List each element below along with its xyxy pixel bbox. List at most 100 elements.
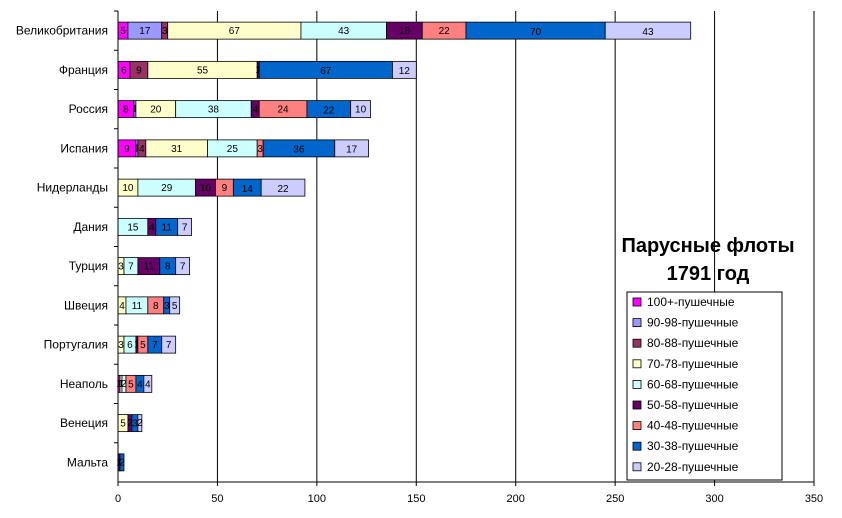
bar-value-label: 10 xyxy=(200,183,212,194)
bar-value-label: 7 xyxy=(182,222,188,233)
legend-entry: 100+-пушечные xyxy=(647,295,735,309)
legend-swatch xyxy=(632,421,642,431)
legend: 100+-пушечные 90-98-пушечные 80-88-пушечны… xyxy=(626,291,783,481)
bar-value-label: 43 xyxy=(642,27,654,38)
bar-value-label: 4 xyxy=(119,301,125,312)
category-labels: Великобритания Франция Россия Испания Нидерл… xyxy=(16,24,108,470)
chart-title: Парусные флоты 1791 год xyxy=(621,235,794,285)
category-label: Россия xyxy=(69,102,108,116)
bar-value-label: 14 xyxy=(242,184,254,195)
bar-segment xyxy=(260,178,306,197)
legend-entry: 20-28-пушечные xyxy=(647,460,739,474)
bar-segment xyxy=(119,453,125,472)
bar-value-label: 3 xyxy=(164,301,170,312)
bar-value-label: 1 xyxy=(118,379,124,390)
bar-value-label: 25 xyxy=(227,144,239,155)
bar-value-label: 1 xyxy=(132,104,138,115)
x-tick-label: 350 xyxy=(805,493,823,505)
bar-value-label: 1 xyxy=(134,143,140,154)
legend-swatch xyxy=(632,338,642,348)
bar-value-label: 5 xyxy=(120,26,126,37)
category-label: Неаполь xyxy=(60,377,108,391)
bar-value-label: 17 xyxy=(139,26,151,37)
category-label: Франция xyxy=(59,63,108,77)
bar-value-label: 10 xyxy=(355,105,367,116)
category-label: Великобритания xyxy=(16,24,108,38)
bar-value-label: 3 xyxy=(257,144,263,155)
bar-value-label: 7 xyxy=(180,262,186,273)
bar-value-label: 3 xyxy=(132,419,138,430)
x-axis: 0 50 100 150 200 250 300 350 xyxy=(114,10,823,505)
bar-value-label: 67 xyxy=(229,26,241,37)
bar-segment xyxy=(350,100,371,119)
bar-value-label: 22 xyxy=(277,184,289,195)
category-label: Швеция xyxy=(64,298,108,312)
bar-value-label: 7 xyxy=(152,340,158,351)
bar-value-label: 24 xyxy=(277,105,289,116)
bar-segment xyxy=(169,296,181,315)
bar-value-label: 4 xyxy=(252,105,258,116)
category-label: Мальта xyxy=(67,455,108,469)
bar-value-label: 1 xyxy=(116,457,122,468)
bar-value-label: 1 xyxy=(134,340,140,351)
legend-entry: 60-68-пушечные xyxy=(647,377,739,391)
x-tick-label: 0 xyxy=(115,493,121,505)
bar-value-label: 9 xyxy=(124,144,130,155)
legend-swatch xyxy=(632,400,642,410)
bar-value-label: 2 xyxy=(127,418,133,429)
bar-value-label: 8 xyxy=(123,105,129,116)
legend-entry: 50-58-пушечные xyxy=(647,398,739,412)
category-label: Нидерланды xyxy=(37,181,108,195)
bar-segment xyxy=(175,257,190,276)
legend-swatch xyxy=(632,379,642,389)
bars: 5 17 3 67 43 18 22 70 436 9 55 1 67 128 1 20 38 4 24 22 109 1… xyxy=(116,21,692,472)
bar-value-label: 9 xyxy=(136,65,142,76)
category-label: Португалия xyxy=(44,338,108,352)
bar-value-label: 5 xyxy=(128,379,134,390)
bar-value-label: 18 xyxy=(399,26,411,37)
bar-value-label: 1 xyxy=(116,379,122,390)
bar-value-label: 22 xyxy=(439,26,451,37)
bar-value-label: 4 xyxy=(149,222,155,233)
bar-value-label: 11 xyxy=(132,301,143,312)
bar-value-label: 31 xyxy=(171,144,183,155)
x-tick-label: 200 xyxy=(507,493,525,505)
bar-value-label: 20 xyxy=(150,105,162,116)
legend-box xyxy=(626,291,783,481)
bar-segment xyxy=(137,414,143,433)
legend-entry: 80-88-пушечные xyxy=(647,336,739,350)
bar-value-label: 2 xyxy=(119,457,125,468)
bar-value-label: 9 xyxy=(222,183,228,194)
bar-value-label: 3 xyxy=(118,340,124,351)
bar-value-label: 70 xyxy=(530,27,542,38)
bar-value-label: 8 xyxy=(165,262,171,273)
bar-value-label: 55 xyxy=(197,65,209,76)
x-tick-label: 50 xyxy=(211,493,223,505)
bar-value-label: 12 xyxy=(399,66,411,77)
bar-value-label: 67 xyxy=(320,66,332,77)
bar-segment xyxy=(392,60,417,79)
x-tick-label: 250 xyxy=(606,493,624,505)
legend-swatch xyxy=(632,462,642,472)
bar-value-label: 3 xyxy=(118,262,124,273)
bar-segment xyxy=(604,21,692,40)
x-tick-label: 150 xyxy=(407,493,425,505)
bar-value-label: 6 xyxy=(121,65,127,76)
legend-swatch xyxy=(632,297,642,307)
bar-value-label: 1 xyxy=(255,65,261,76)
bar-value-label: 5 xyxy=(120,419,126,430)
bar-value-label: 4 xyxy=(145,379,151,390)
bar-segment xyxy=(161,335,177,354)
bar-value-label: 5 xyxy=(172,301,178,312)
bar-value-label: 10 xyxy=(122,183,134,194)
chart-title-line-2: 1791 год xyxy=(667,263,750,285)
bar-value-label: 11 xyxy=(162,222,173,233)
category-label: Венеция xyxy=(60,416,108,430)
bar-segment xyxy=(177,217,192,236)
bar-segment xyxy=(143,374,153,393)
legend-entry: 40-48-пушечные xyxy=(647,419,739,433)
bar-value-label: 43 xyxy=(338,26,350,37)
bar-value-label: 6 xyxy=(127,340,133,351)
bar-value-label: 8 xyxy=(153,301,159,312)
